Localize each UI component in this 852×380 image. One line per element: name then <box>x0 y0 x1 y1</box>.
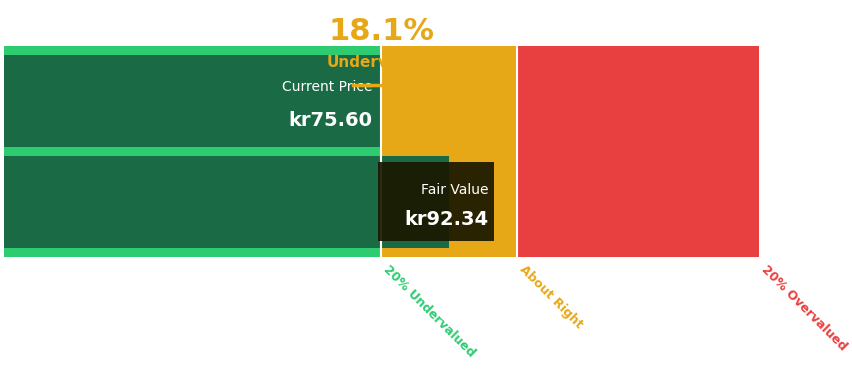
Text: 20% Overvalued: 20% Overvalued <box>757 263 848 353</box>
Text: 18.1%: 18.1% <box>328 17 434 46</box>
Bar <box>4 46 381 257</box>
Text: kr92.34: kr92.34 <box>404 210 488 229</box>
Text: Fair Value: Fair Value <box>420 183 488 197</box>
Bar <box>516 46 757 257</box>
Text: kr75.60: kr75.60 <box>288 111 371 130</box>
Bar <box>377 162 494 241</box>
Text: Undervalued: Undervalued <box>326 55 435 70</box>
Bar <box>4 55 381 147</box>
Bar <box>4 156 449 248</box>
Text: 20% Undervalued: 20% Undervalued <box>381 263 477 360</box>
Bar <box>381 46 516 257</box>
Text: About Right: About Right <box>516 263 584 331</box>
Text: Current Price: Current Price <box>281 80 371 94</box>
